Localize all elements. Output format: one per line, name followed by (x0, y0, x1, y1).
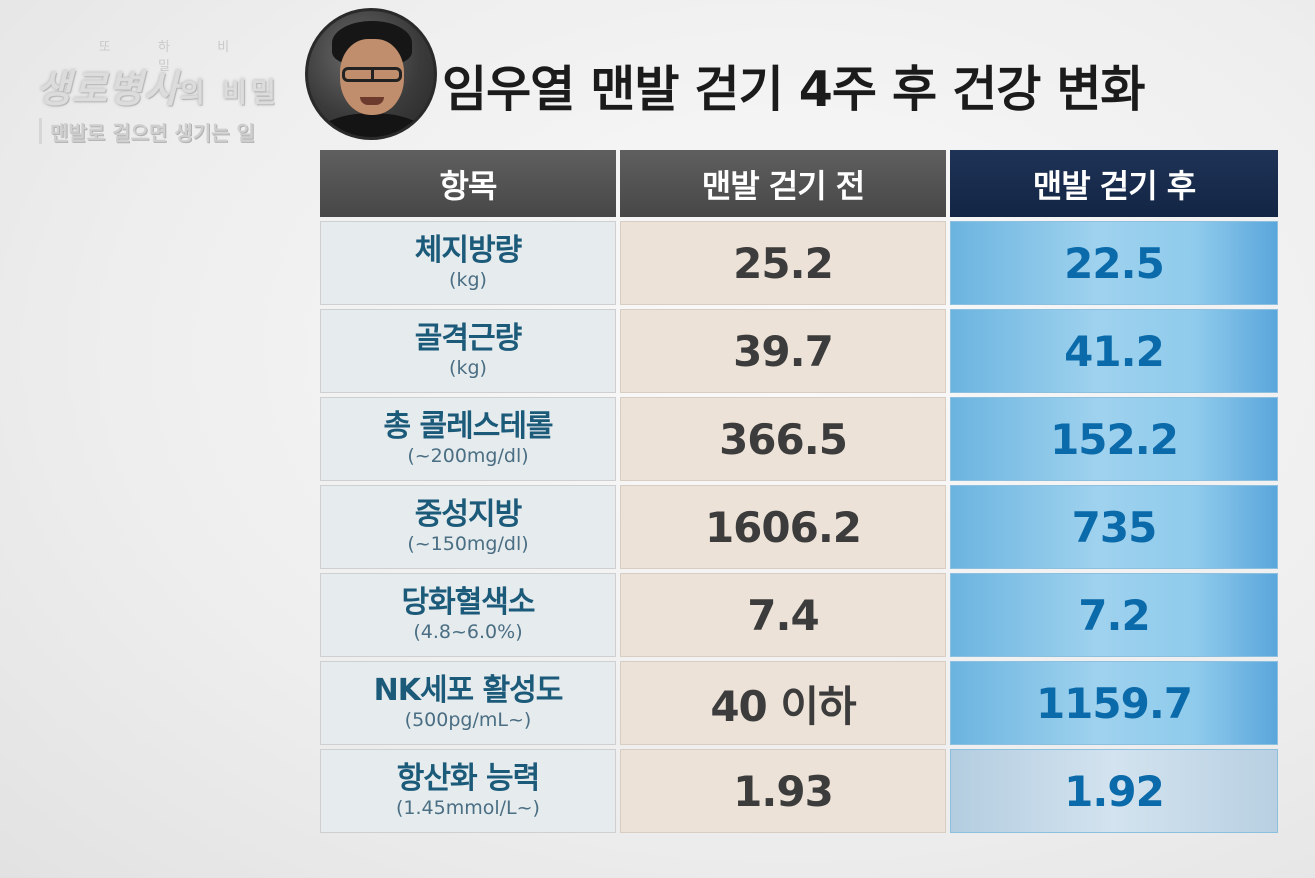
header-before: 맨발 걷기 전 (620, 150, 946, 217)
program-logo: 또 하 비 밀 생로병사의 비밀 맨발로 걸으면 생기는 일 (36, 36, 306, 148)
item-unit: (~150mg/dl) (407, 533, 529, 555)
logo-divider (39, 118, 42, 144)
before-value: 25.2 (733, 238, 834, 288)
item-unit: (~200mg/dl) (407, 445, 529, 467)
logo-small-text: 또 하 비 밀 (98, 39, 252, 73)
before-value: 366.5 (719, 414, 848, 464)
row-hba1c-after: 7.2 (950, 573, 1278, 657)
row-muscle-before: 39.7 (620, 309, 946, 393)
after-value: 41.2 (1064, 326, 1165, 376)
item-unit: (kg) (449, 269, 487, 291)
after-value: 735 (1071, 502, 1158, 552)
row-antioxidant-before: 1.93 (620, 749, 946, 833)
item-name: 골격근량 (414, 321, 522, 356)
row-body-fat-before: 25.2 (620, 221, 946, 305)
row-antioxidant-item: 항산화 능력 (1.45mmol/L~) (320, 749, 616, 833)
row-triglyceride-item: 중성지방 (~150mg/dl) (320, 485, 616, 569)
page-title: 임우열 맨발 걷기 4주 후 건강 변화 (442, 61, 1145, 118)
row-hba1c-item: 당화혈색소 (4.8~6.0%) (320, 573, 616, 657)
logo-subtitle: 맨발로 걸으면 생기는 일 (50, 121, 255, 145)
health-change-table: 항목 맨발 걷기 전 맨발 걷기 후 체지방량 (kg) 25.2 22.5 골… (320, 150, 1278, 833)
before-value: 39.7 (733, 326, 834, 376)
logo-main-suffix: 의 비밀 (179, 78, 280, 109)
row-muscle-after: 41.2 (950, 309, 1278, 393)
row-triglyceride-before: 1606.2 (620, 485, 946, 569)
row-nk-cell-item: NK세포 활성도 (500pg/mL~) (320, 661, 616, 745)
row-body-fat-after: 22.5 (950, 221, 1278, 305)
row-body-fat-item: 체지방량 (kg) (320, 221, 616, 305)
row-triglyceride-after: 735 (950, 485, 1278, 569)
after-value: 7.2 (1078, 590, 1150, 640)
item-unit: (kg) (449, 357, 487, 379)
row-cholesterol-after: 152.2 (950, 397, 1278, 481)
item-unit: (500pg/mL~) (404, 709, 532, 731)
item-name: 당화혈색소 (401, 585, 536, 620)
row-nk-cell-before: 40 이하 (620, 661, 946, 745)
before-value: 7.4 (747, 590, 819, 640)
header-item: 항목 (320, 150, 616, 217)
logo-main-word: 생로병사 (36, 66, 180, 111)
logo-main-text: 생로병사의 비밀 (36, 58, 280, 113)
row-antioxidant-after: 1.92 (950, 749, 1278, 833)
item-name: 체지방량 (414, 233, 522, 268)
row-cholesterol-item: 총 콜레스테롤 (~200mg/dl) (320, 397, 616, 481)
item-name: NK세포 활성도 (373, 673, 564, 708)
row-cholesterol-before: 366.5 (620, 397, 946, 481)
after-value: 22.5 (1064, 238, 1165, 288)
row-hba1c-before: 7.4 (620, 573, 946, 657)
item-unit: (1.45mmol/L~) (396, 797, 540, 819)
after-value: 1159.7 (1035, 678, 1193, 728)
after-value: 152.2 (1050, 414, 1179, 464)
after-value: 1.92 (1064, 766, 1165, 816)
item-unit: (4.8~6.0%) (413, 621, 523, 643)
presenter-avatar-icon (308, 11, 434, 137)
header-after: 맨발 걷기 후 (950, 150, 1278, 217)
before-value: 1.93 (733, 766, 834, 816)
before-value: 1606.2 (704, 502, 862, 552)
item-name: 총 콜레스테롤 (383, 409, 553, 444)
before-value: 40 이하 (710, 681, 856, 731)
item-name: 중성지방 (414, 497, 522, 532)
row-muscle-item: 골격근량 (kg) (320, 309, 616, 393)
row-nk-cell-after: 1159.7 (950, 661, 1278, 745)
item-name: 항산화 능력 (396, 761, 540, 796)
